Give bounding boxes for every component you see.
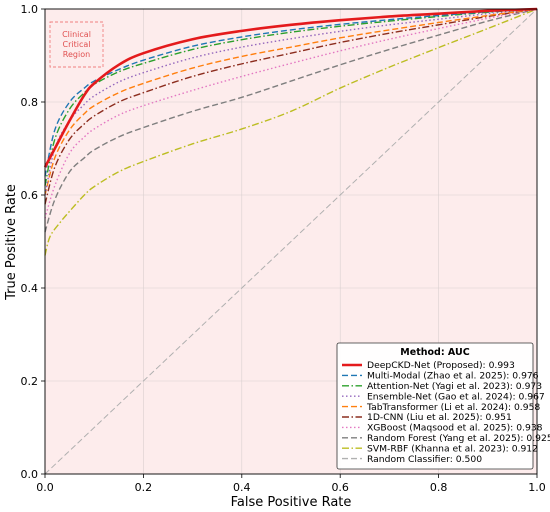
series-line bbox=[44, 8, 538, 219]
series-line bbox=[44, 8, 538, 475]
y-tick-label: 0.8 bbox=[21, 96, 39, 109]
legend-entry: SVM-RBF (Khanna et al. 2023): 0.912 bbox=[367, 443, 538, 454]
x-tick-label: 0.0 bbox=[36, 481, 54, 494]
x-tick-label: 0.2 bbox=[135, 481, 153, 494]
legend-entry: 1D-CNN (Liu et al. 2025): 0.951 bbox=[367, 412, 512, 423]
clinical-region-label: Clinical bbox=[62, 30, 91, 39]
legend-entry: DeepCKD-Net (Proposed): 0.993 bbox=[367, 360, 515, 371]
legend-entry: TabTransformer (Li et al. 2024): 0.958 bbox=[366, 402, 540, 413]
clinical-region-label: Critical bbox=[63, 40, 91, 49]
series-line bbox=[44, 8, 538, 256]
y-tick-label: 0.0 bbox=[21, 468, 39, 481]
series-line bbox=[44, 8, 538, 196]
plot-area: 0.0 0.2 0.4 0.6 0.8 1.0 0.0 0.2 0.4 0.6 0.8 1.0 Clin… bbox=[21, 3, 546, 494]
clinical-region-label: Region bbox=[63, 50, 90, 59]
axes-frame bbox=[44, 8, 538, 475]
series-line bbox=[44, 8, 538, 205]
series-line bbox=[44, 8, 538, 196]
series-line bbox=[44, 8, 538, 177]
legend: Method: AUC DeepCKD-Net (Proposed): 0.993… bbox=[336, 342, 550, 470]
x-tick-label: 0.6 bbox=[331, 481, 349, 494]
legend-entry: Multi-Modal (Zhao et al. 2025): 0.976 bbox=[367, 371, 539, 382]
y-tick-label: 0.6 bbox=[21, 189, 39, 202]
y-tick-label: 1.0 bbox=[21, 3, 39, 16]
x-tick-label: 0.8 bbox=[430, 481, 448, 494]
y-axis-label: True Positive Rate bbox=[4, 184, 19, 301]
y-tick-label: 0.4 bbox=[21, 282, 39, 295]
legend-entry: Ensemble-Net (Gao et al. 2024): 0.967 bbox=[367, 391, 545, 402]
series-line bbox=[44, 8, 538, 233]
legend-entry: Random Forest (Yang et al. 2025): 0.925 bbox=[367, 433, 550, 444]
x-axis-label: False Positive Rate bbox=[231, 495, 352, 510]
legend-entry: XGBoost (Maqsood et al. 2025): 0.938 bbox=[367, 423, 543, 434]
legend-box bbox=[336, 342, 534, 470]
y-tick-label: 0.2 bbox=[21, 375, 39, 388]
series-line bbox=[43, 7, 538, 168]
x-tick-label: 0.4 bbox=[233, 481, 251, 494]
x-tick-label: 1.0 bbox=[528, 481, 546, 494]
legend-entry: Attention-Net (Yagi et al. 2023): 0.973 bbox=[367, 381, 542, 392]
legend-entry: Random Classifier: 0.500 bbox=[367, 454, 482, 465]
clinical-region-box bbox=[49, 21, 104, 68]
legend-title: Method: AUC bbox=[400, 347, 469, 358]
series-line bbox=[44, 8, 538, 186]
